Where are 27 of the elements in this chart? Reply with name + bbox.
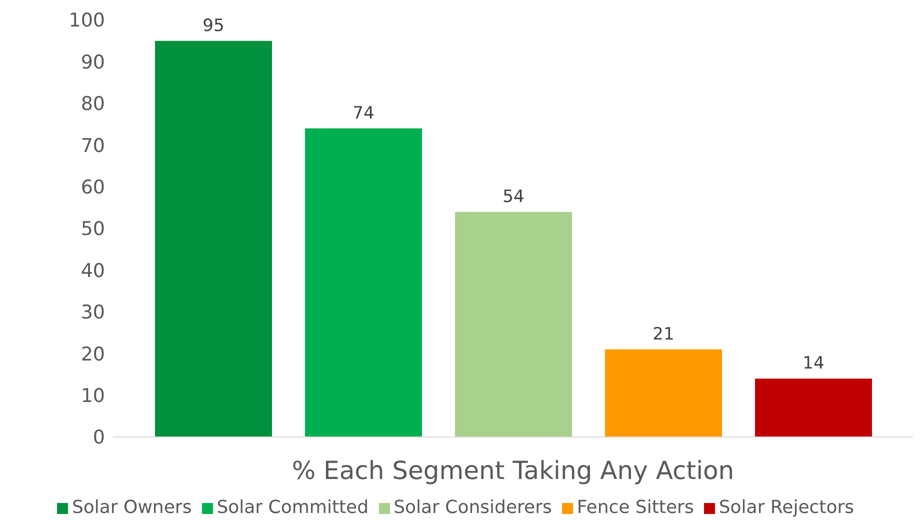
data-label: 74 <box>352 103 374 124</box>
bar <box>755 378 872 437</box>
y-tick-label: 70 <box>80 134 105 157</box>
bar <box>155 40 272 437</box>
y-tick-label: 40 <box>80 260 105 282</box>
y-tick-label: 80 <box>80 93 105 116</box>
y-tick-label: 0 <box>92 426 105 449</box>
data-label: 14 <box>802 354 824 374</box>
x-tick-label: % Each Segment Taking Any Action <box>292 456 734 485</box>
y-tick-label: 50 <box>80 218 105 240</box>
legend-label: Solar Owners <box>72 497 192 518</box>
y-tick-label: 30 <box>80 302 105 324</box>
y-tick-label: 20 <box>80 343 105 366</box>
y-tick-label: 10 <box>80 385 105 408</box>
data-label: 95 <box>202 16 224 36</box>
bar <box>305 128 422 437</box>
data-label: 21 <box>652 324 674 344</box>
data-label: 54 <box>502 186 524 207</box>
y-tick-label: 90 <box>80 51 105 74</box>
legend-label: Solar Considerers <box>394 497 552 518</box>
bar <box>455 212 572 437</box>
y-tick-label: 100 <box>68 10 105 32</box>
legend-label: Solar Rejectors <box>718 497 854 518</box>
y-tick-label: 60 <box>80 176 105 199</box>
legend-label: Solar Committed <box>216 497 369 518</box>
bar <box>605 349 722 437</box>
legend-label: Fence Sitters <box>576 497 694 518</box>
